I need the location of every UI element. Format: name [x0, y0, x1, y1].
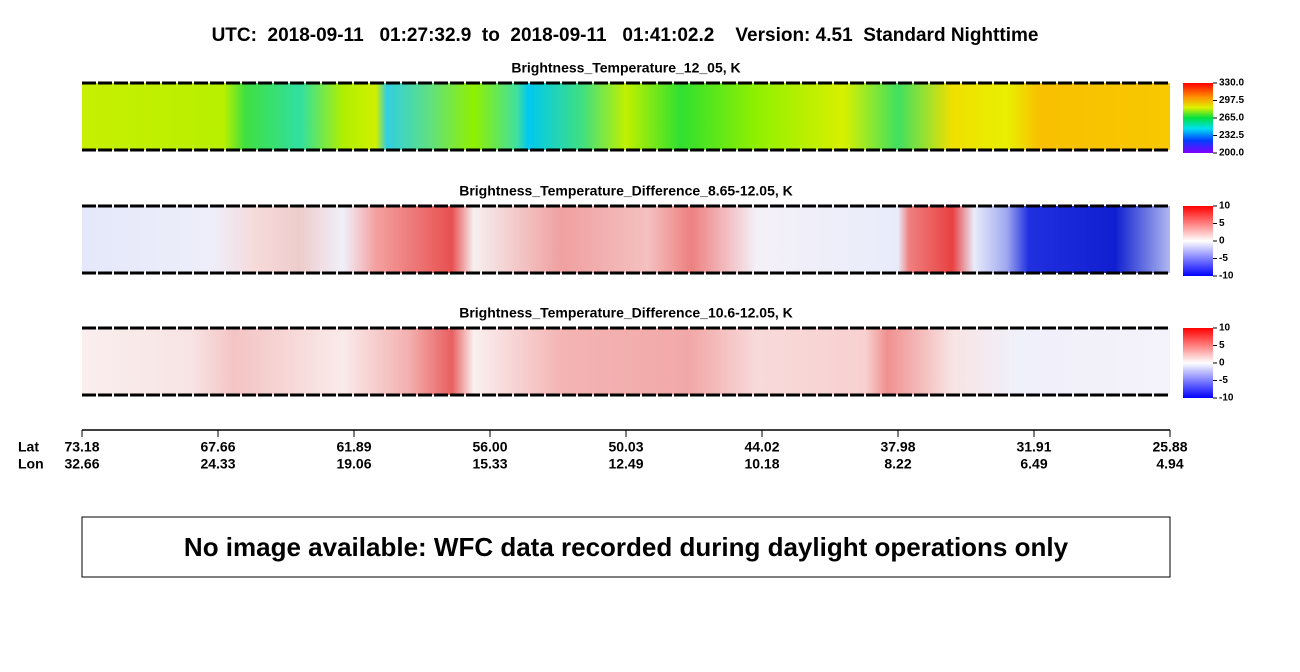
lat-label: 37.98: [880, 439, 915, 455]
lat-label: 44.02: [744, 439, 779, 455]
colorbar-tick-label: -10: [1219, 271, 1234, 282]
lat-label: 31.91: [1016, 439, 1051, 455]
lon-label: 4.94: [1156, 456, 1183, 472]
lat-label: 67.66: [200, 439, 235, 455]
lat-label: 25.88: [1152, 439, 1187, 455]
notice-box: [81, 516, 1171, 578]
heatmap-image: [82, 328, 1170, 395]
x-row-label: Lat: [18, 439, 39, 455]
lon-label: 8.22: [884, 456, 911, 472]
colorbar-tick-label: 265.0: [1219, 113, 1244, 124]
colorbar-tick-label: -10: [1219, 393, 1234, 404]
panel-title: Brightness_Temperature_Difference_8.65-1…: [459, 183, 793, 199]
lon-label: 6.49: [1020, 456, 1047, 472]
lon-label: 19.06: [336, 456, 371, 472]
colorbar-tick-label: -5: [1219, 253, 1228, 264]
colorbar: [1183, 328, 1213, 398]
colorbar-tick-label: 10: [1219, 323, 1231, 334]
lon-label: 32.66: [64, 456, 99, 472]
heatmap-image: [82, 206, 1170, 273]
colorbar-tick-label: 0: [1219, 236, 1225, 247]
lat-label: 50.03: [608, 439, 643, 455]
colorbar-tick-label: 297.5: [1219, 95, 1244, 106]
colorbar-tick-label: 200.0: [1219, 148, 1244, 159]
colorbar-tick-label: 330.0: [1219, 78, 1244, 89]
lon-label: 15.33: [472, 456, 507, 472]
lat-label: 61.89: [336, 439, 371, 455]
colorbar: [1183, 83, 1213, 153]
colorbar-tick-label: 232.5: [1219, 130, 1244, 141]
lon-label: 24.33: [200, 456, 235, 472]
colorbar-tick-label: 10: [1219, 201, 1231, 212]
title: UTC: 2018-09-11 01:27:32.9 to 2018-09-11…: [212, 25, 1039, 46]
lat-label: 73.18: [64, 439, 99, 455]
panel-title: Brightness_Temperature_Difference_10.6-1…: [459, 305, 793, 321]
colorbar-tick-label: 5: [1219, 218, 1225, 229]
lon-label: 10.18: [744, 456, 779, 472]
heatmap-image: [82, 83, 1170, 150]
colorbar-tick-label: 5: [1219, 340, 1225, 351]
colorbar-tick-label: -5: [1219, 375, 1228, 386]
colorbar-tick-label: 0: [1219, 358, 1225, 369]
lon-label: 12.49: [608, 456, 643, 472]
colorbar: [1183, 206, 1213, 276]
lat-label: 56.00: [472, 439, 507, 455]
panel-title: Brightness_Temperature_12_05, K: [511, 60, 740, 76]
notice: No image available: WFC data recorded du…: [184, 532, 1069, 562]
x-row-label: Lon: [18, 456, 44, 472]
